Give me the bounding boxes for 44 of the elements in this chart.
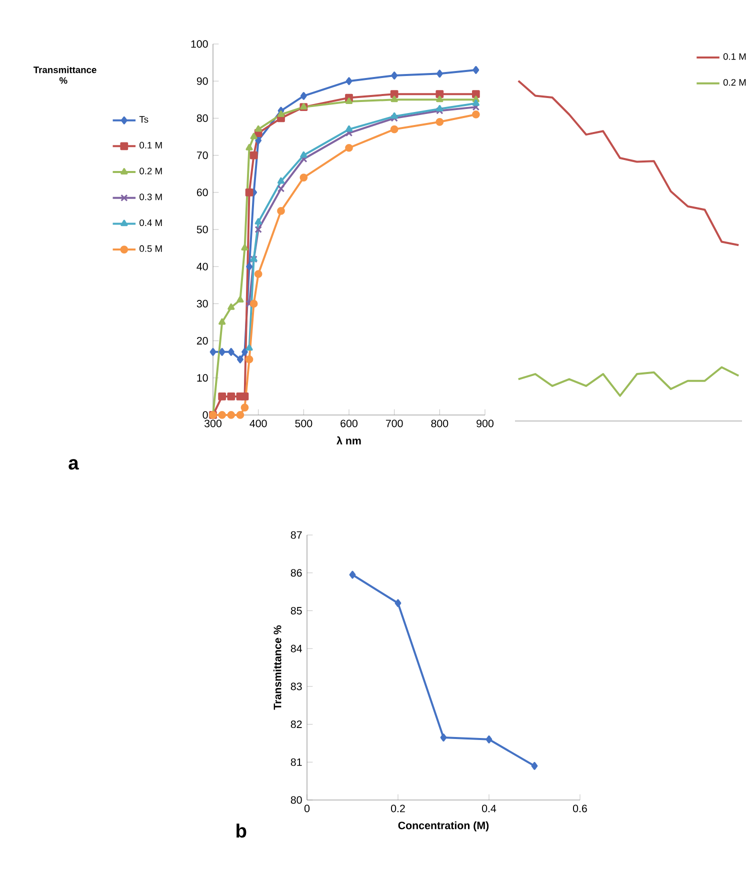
x-axis-title: Concentration (M) xyxy=(398,821,489,832)
y-tick-label: 83 xyxy=(290,682,302,690)
y-tick-label: 82 xyxy=(290,720,302,728)
x-tick-label: 400 xyxy=(250,420,267,428)
legend-label: Ts xyxy=(139,116,148,123)
y-tick-label: 70 xyxy=(196,152,208,160)
x-tick-label: 800 xyxy=(431,420,448,428)
legend-label: 0.2 M xyxy=(140,168,162,174)
y-tick-label: 20 xyxy=(196,337,208,345)
y-tick-label: 30 xyxy=(196,300,208,308)
legend-label: 0.2 M xyxy=(723,79,746,86)
x-tick-label: 0.2 xyxy=(391,804,405,812)
x-tick-label: 500 xyxy=(295,420,312,428)
legend-label: 0.4 M xyxy=(140,219,162,226)
y-tick-label: 87 xyxy=(290,531,302,539)
y-tick-label: 86 xyxy=(290,569,302,577)
legend-label: 0.3 M xyxy=(140,194,162,200)
y-tick-label: 50 xyxy=(196,226,208,234)
legend-label: 0.5 M xyxy=(140,245,162,252)
x-axis-title: λ nm xyxy=(336,436,361,444)
text: b xyxy=(236,824,246,838)
y-tick-label: 80 xyxy=(290,796,302,804)
x-tick-label: 0.4 xyxy=(482,804,496,812)
y-tick-label: 0 xyxy=(202,411,208,419)
y-tick-label: 60 xyxy=(196,188,208,196)
y-tick-label: 85 xyxy=(290,606,302,614)
y-tick-label: 84 xyxy=(290,644,302,652)
y-axis-title: Transmittance % xyxy=(273,625,282,710)
x-tick-label: 700 xyxy=(386,420,403,428)
y-axis-title: Transmittance % xyxy=(34,66,96,84)
legend-label: 0.1 M xyxy=(723,53,746,60)
y-tick-label: 90 xyxy=(196,77,208,85)
y-tick-label: 10 xyxy=(197,374,208,382)
y-tick-label: 80 xyxy=(196,114,208,122)
x-tick-label: 600 xyxy=(340,420,358,428)
y-tick-label: 81 xyxy=(290,758,302,766)
legend-label: 0.1 M xyxy=(140,142,162,148)
y-tick-label: 40 xyxy=(196,262,208,270)
text: a xyxy=(68,459,79,470)
y-tick-label: 100 xyxy=(191,40,208,48)
x-tick-label: 300 xyxy=(204,420,222,428)
x-tick-label: 900 xyxy=(476,420,494,428)
x-tick-label: 0.6 xyxy=(573,804,587,812)
x-tick-label: 0 xyxy=(304,804,310,812)
